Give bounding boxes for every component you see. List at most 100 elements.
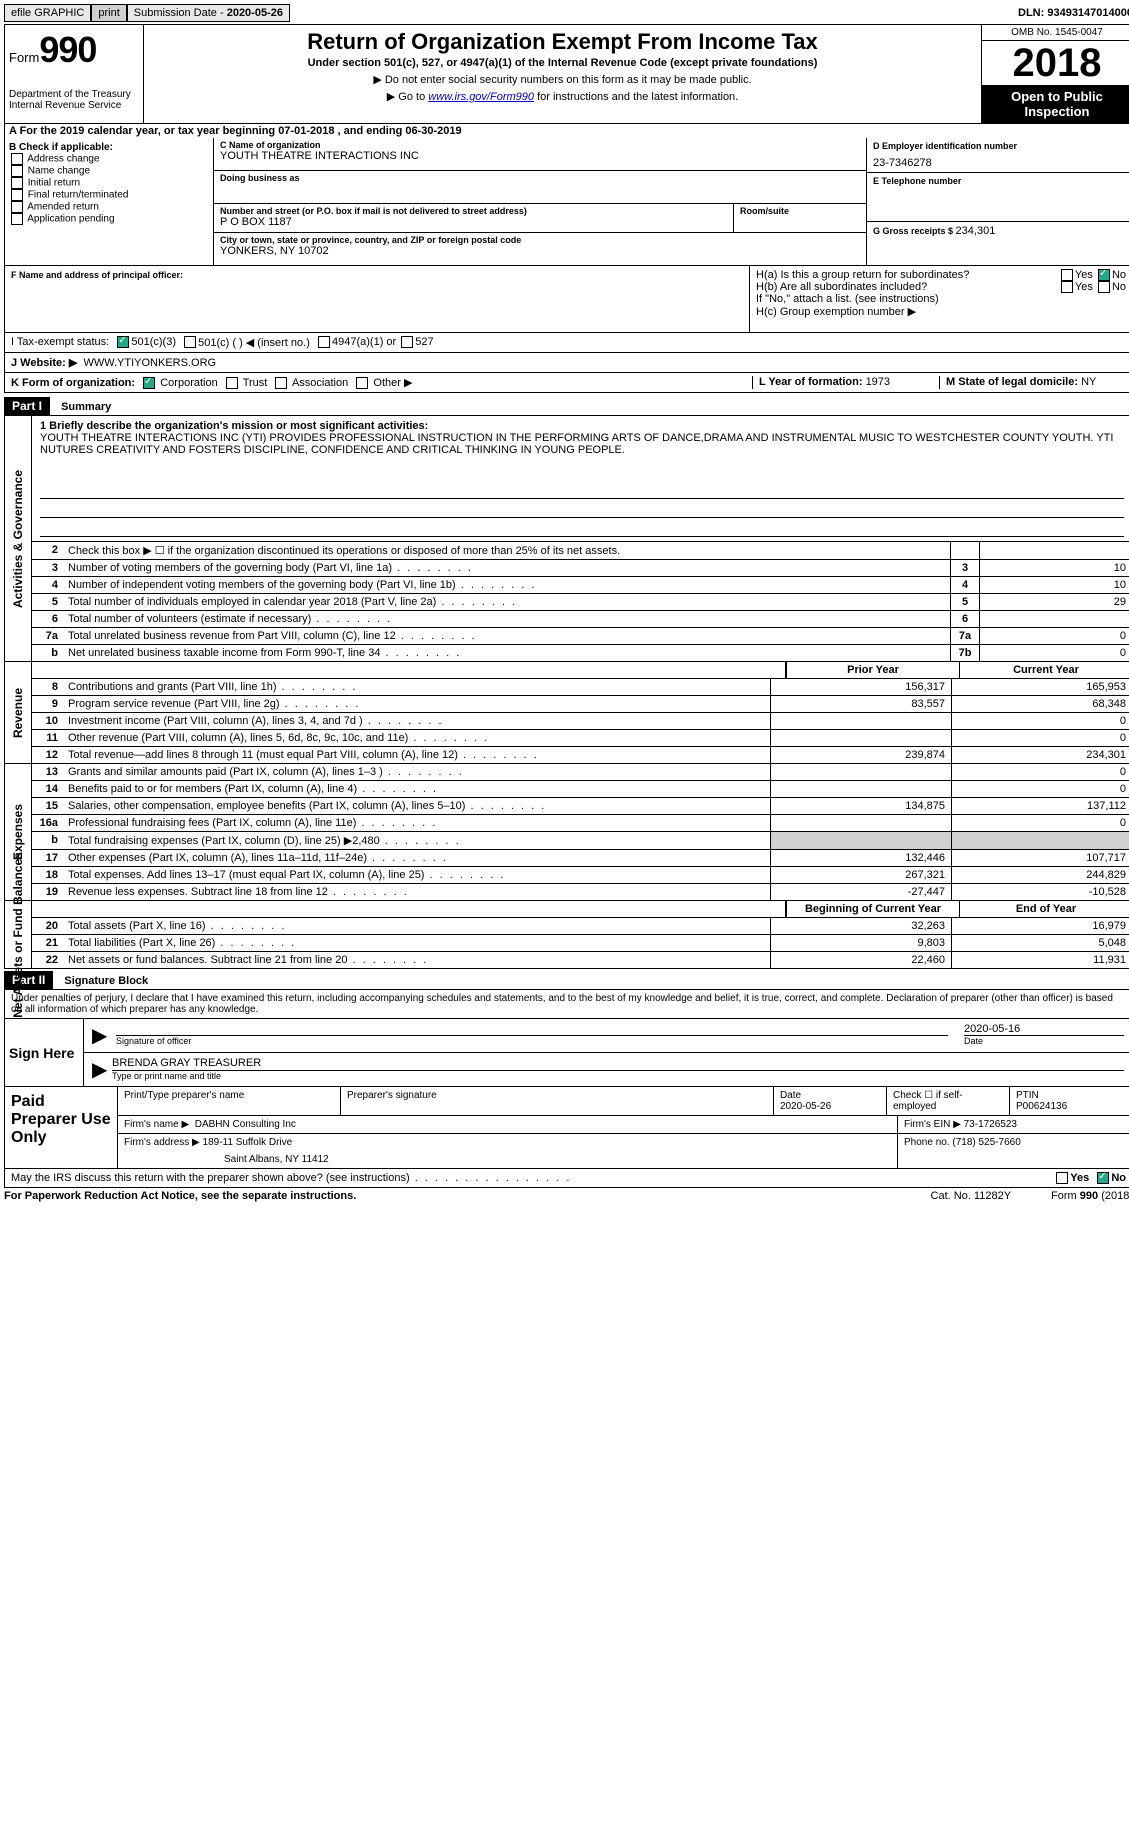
- phone-label: E Telephone number: [873, 176, 1126, 186]
- chk-other[interactable]: [356, 377, 368, 389]
- line-num: 21: [32, 935, 64, 951]
- cat-no: Cat. No. 11282Y: [931, 1190, 1012, 1202]
- line-num: 14: [32, 781, 64, 797]
- current-val: 0: [951, 781, 1129, 797]
- submission-value: 2020-05-26: [227, 7, 283, 19]
- gov-label: Activities & Governance: [11, 470, 25, 608]
- discuss-no[interactable]: [1097, 1172, 1109, 1184]
- hb-no[interactable]: [1098, 281, 1110, 293]
- officer-label: F Name and address of principal officer:: [11, 270, 183, 280]
- tax-status-label: I Tax-exempt status:: [11, 336, 109, 349]
- line-num: 4: [32, 577, 64, 593]
- current-val: 234,301: [951, 747, 1129, 763]
- firm-addr-label: Firm's address ▶: [124, 1137, 200, 1148]
- chk-name[interactable]: [11, 165, 23, 177]
- chk-amended[interactable]: [11, 201, 23, 213]
- current-val: 16,979: [951, 918, 1129, 934]
- chk-4947[interactable]: [318, 336, 330, 348]
- current-val: 137,112: [951, 798, 1129, 814]
- rev-label: Revenue: [11, 688, 25, 738]
- current-val: [951, 832, 1129, 849]
- part1-badge: Part I: [4, 397, 50, 415]
- summary-line: 19 Revenue less expenses. Subtract line …: [32, 884, 1129, 900]
- summary-line: b Net unrelated business taxable income …: [32, 645, 1129, 661]
- chk-initial[interactable]: [11, 177, 23, 189]
- chk-corp[interactable]: [143, 377, 155, 389]
- discuss-line: May the IRS discuss this return with the…: [4, 1169, 1129, 1188]
- ha-question: H(a) Is this a group return for subordin…: [756, 269, 1059, 281]
- prior-val: 267,321: [770, 867, 951, 883]
- signature-block: Sign Here ▶ 2020-05-16 Signature of offi…: [4, 1019, 1129, 1087]
- line-num: 5: [32, 594, 64, 610]
- dln: DLN: 93493147014000: [1018, 7, 1129, 19]
- line-num: 3: [32, 560, 64, 576]
- chk-assoc[interactable]: [275, 377, 287, 389]
- line-val: 0: [979, 645, 1129, 661]
- summary-line: 22 Net assets or fund balances. Subtract…: [32, 952, 1129, 968]
- preparer-title: Paid Preparer Use Only: [5, 1087, 118, 1168]
- firm-ein: 73-1726523: [964, 1119, 1017, 1130]
- prior-val: -27,447: [770, 884, 951, 900]
- form-subtitle: Under section 501(c), 527, or 4947(a)(1)…: [150, 57, 975, 69]
- discuss-yes-label: Yes: [1070, 1172, 1089, 1184]
- note2-pre: ▶ Go to: [387, 91, 428, 103]
- opt-final: Final return/terminated: [28, 190, 129, 201]
- current-val: 5,048: [951, 935, 1129, 951]
- blank-line-2: [40, 503, 1124, 518]
- line-num: 7a: [32, 628, 64, 644]
- org-form-label: K Form of organization:: [11, 377, 135, 389]
- chk-501c[interactable]: [184, 336, 196, 348]
- summary-line: 9 Program service revenue (Part VIII, li…: [32, 696, 1129, 713]
- website-value: WWW.YTIYONKERS.ORG: [83, 357, 216, 369]
- firm-phone-label: Phone no.: [904, 1137, 952, 1148]
- blank-line-3: [40, 522, 1124, 537]
- line-desc: Number of independent voting members of …: [64, 577, 950, 593]
- opt-amended: Amended return: [27, 202, 99, 213]
- summary-line: 13 Grants and similar amounts paid (Part…: [32, 764, 1129, 781]
- current-val: 11,931: [951, 952, 1129, 968]
- begin-year-header: Beginning of Current Year: [786, 901, 959, 917]
- ha-no[interactable]: [1098, 269, 1110, 281]
- ha-yes[interactable]: [1061, 269, 1073, 281]
- line-desc: Total liabilities (Part X, line 26): [64, 935, 770, 951]
- line-val: [979, 611, 1129, 627]
- summary-line: 15 Salaries, other compensation, employe…: [32, 798, 1129, 815]
- chk-501c3[interactable]: [117, 336, 129, 348]
- opt-initial: Initial return: [28, 178, 80, 189]
- city-value: YONKERS, NY 10702: [220, 245, 860, 257]
- line-box: 4: [950, 577, 979, 593]
- line-box: 7b: [950, 645, 979, 661]
- chk-trust[interactable]: [226, 377, 238, 389]
- line-num: 13: [32, 764, 64, 780]
- summary-line: 2 Check this box ▶ ☐ if the organization…: [32, 542, 1129, 560]
- box-b-title: B Check if applicable:: [9, 142, 209, 153]
- submission-date: Submission Date - 2020-05-26: [127, 4, 290, 22]
- line-desc: Check this box ▶ ☐ if the organization d…: [64, 542, 950, 559]
- chk-527[interactable]: [401, 336, 413, 348]
- discuss-yes[interactable]: [1056, 1172, 1068, 1184]
- line-desc: Net unrelated business taxable income fr…: [64, 645, 950, 661]
- summary-line: 5 Total number of individuals employed i…: [32, 594, 1129, 611]
- summary-line: 11 Other revenue (Part VIII, column (A),…: [32, 730, 1129, 747]
- hb-yes[interactable]: [1061, 281, 1073, 293]
- summary-line: 21 Total liabilities (Part X, line 26) 9…: [32, 935, 1129, 952]
- yes-label2: Yes: [1075, 281, 1093, 293]
- line-box: 3: [950, 560, 979, 576]
- officer-sig-field[interactable]: [116, 1023, 948, 1036]
- opt-527: 527: [415, 336, 433, 349]
- chk-address[interactable]: [11, 153, 23, 165]
- line-num: 2: [32, 542, 64, 559]
- prior-val: 239,874: [770, 747, 951, 763]
- sig-caption: Signature of officer: [116, 1036, 964, 1046]
- line-desc: Salaries, other compensation, employee b…: [64, 798, 770, 814]
- summary-line: b Total fundraising expenses (Part IX, c…: [32, 832, 1129, 850]
- hb-note: If "No," attach a list. (see instruction…: [756, 293, 1126, 305]
- print-button[interactable]: print: [91, 4, 126, 22]
- governance-section: Activities & Governance 1 Briefly descri…: [4, 415, 1129, 662]
- chk-final[interactable]: [11, 189, 23, 201]
- chk-pending[interactable]: [11, 213, 23, 225]
- irs-link[interactable]: www.irs.gov/Form990: [428, 91, 534, 103]
- box-b: B Check if applicable: Address change Na…: [5, 138, 214, 265]
- opt-4947: 4947(a)(1) or: [332, 336, 396, 349]
- gross-value: 234,301: [956, 225, 996, 237]
